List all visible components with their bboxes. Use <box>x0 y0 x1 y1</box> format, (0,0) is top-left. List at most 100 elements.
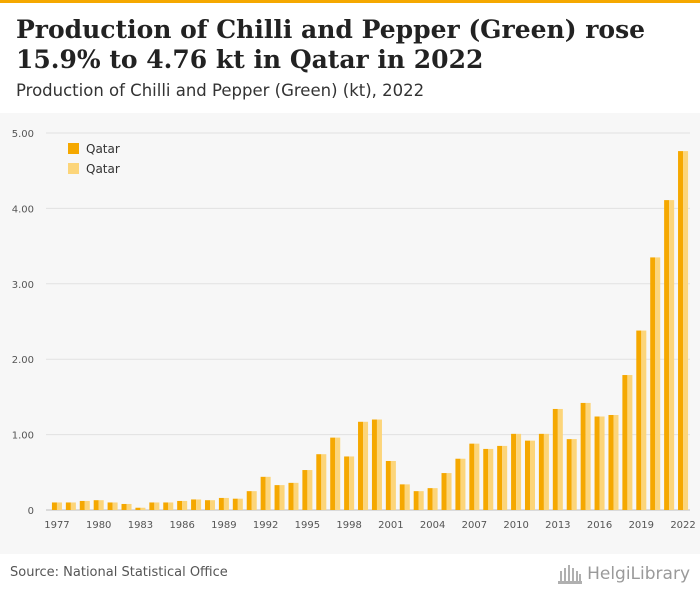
bar-2015-series-1 <box>580 402 586 510</box>
accent-bar <box>0 0 700 3</box>
bar-1996-series-2 <box>321 454 327 510</box>
bar-1997-series-1 <box>330 437 336 510</box>
bar-1982-series-1 <box>121 503 127 510</box>
bar-1985-series-1 <box>163 502 169 510</box>
bar-2019-series-2 <box>641 330 647 510</box>
bar-1978-series-1 <box>65 502 71 510</box>
x-tick-label: 1998 <box>336 520 361 531</box>
bar-1979-series-2 <box>84 500 90 510</box>
bar-1983-series-1 <box>135 507 141 510</box>
y-tick-label: 1.00 <box>12 431 34 442</box>
bar-1980-series-2 <box>98 500 104 510</box>
bar-2022-series-2 <box>683 151 689 510</box>
bar-1986-series-1 <box>177 500 183 510</box>
bar-2008-series-2 <box>488 448 494 510</box>
bar-2005-series-2 <box>446 473 452 510</box>
bar-2002-series-1 <box>399 484 405 510</box>
bar-2020-series-1 <box>650 257 656 510</box>
bar-1984-series-1 <box>149 502 155 510</box>
bar-1983-series-2 <box>140 507 146 510</box>
bar-1979-series-1 <box>79 500 85 510</box>
bar-2015-series-2 <box>585 402 591 510</box>
bar-2003-series-1 <box>413 491 419 510</box>
bar-2003-series-2 <box>418 491 424 510</box>
bar-2016-series-1 <box>594 416 600 510</box>
bar-2008-series-1 <box>483 448 489 510</box>
bar-2017-series-2 <box>613 414 619 510</box>
bar-1991-series-2 <box>251 491 257 510</box>
bar-1996-series-1 <box>316 454 322 510</box>
bar-1989-series-1 <box>218 497 224 510</box>
bar-2017-series-1 <box>608 414 614 510</box>
x-tick-label: 1986 <box>169 520 194 531</box>
bar-1980-series-1 <box>93 500 99 510</box>
bar-1999-series-1 <box>358 421 364 510</box>
legend-swatch <box>68 163 79 174</box>
x-tick-label: 2013 <box>545 520 570 531</box>
bar-1991-series-1 <box>246 491 252 510</box>
helgilibrary-logo: HelgiLibrary <box>557 560 690 588</box>
bar-2019-series-1 <box>636 330 642 510</box>
bar-2007-series-2 <box>474 443 480 510</box>
bar-1995-series-2 <box>307 470 313 510</box>
bar-1984-series-2 <box>154 502 160 510</box>
bar-2009-series-2 <box>502 445 508 510</box>
bar-2011-series-1 <box>524 440 530 510</box>
bar-1989-series-2 <box>223 497 229 510</box>
bar-1982-series-2 <box>126 503 132 510</box>
logo-text: HelgiLibrary <box>587 564 690 584</box>
bar-2006-series-2 <box>460 458 466 510</box>
y-tick-label: 2.00 <box>12 355 34 366</box>
bar-2001-series-1 <box>385 460 391 510</box>
bar-2000-series-1 <box>371 419 377 510</box>
library-building-icon <box>558 565 583 584</box>
bar-1998-series-2 <box>349 456 355 510</box>
y-tick-label: 3.00 <box>12 280 34 291</box>
bar-1977-series-1 <box>51 502 57 510</box>
legend-label: Qatar <box>86 162 120 176</box>
bar-1993-series-1 <box>274 485 280 510</box>
x-tick-label: 2010 <box>503 520 528 531</box>
bar-1981-series-1 <box>107 502 113 510</box>
bar-2001-series-2 <box>390 460 396 510</box>
bar-1988-series-2 <box>210 500 216 510</box>
bar-1992-series-1 <box>260 476 266 510</box>
x-tick-label: 1983 <box>128 520 153 531</box>
bar-2012-series-2 <box>543 433 549 510</box>
x-tick-label: 1995 <box>295 520 320 531</box>
x-tick-label: 2022 <box>670 520 695 531</box>
bar-2005-series-1 <box>441 473 447 510</box>
x-tick-label: 1992 <box>253 520 278 531</box>
bar-1992-series-2 <box>265 476 271 510</box>
source-note: Source: National Statistical Office <box>10 565 228 580</box>
bar-2011-series-2 <box>530 440 536 510</box>
bar-2013-series-2 <box>557 408 563 510</box>
y-tick-label: 5.00 <box>12 129 34 140</box>
x-tick-label: 2019 <box>629 520 654 531</box>
bar-2022-series-1 <box>678 151 684 510</box>
bar-2010-series-2 <box>516 433 522 510</box>
chart-header: Production of Chilli and Pepper (Green) … <box>0 3 700 113</box>
bar-1998-series-1 <box>344 456 350 510</box>
x-tick-label: 2004 <box>420 520 445 531</box>
bar-1990-series-1 <box>232 498 238 510</box>
x-tick-label: 1980 <box>86 520 111 531</box>
x-tick-label: 2016 <box>587 520 612 531</box>
bar-2009-series-1 <box>497 445 503 510</box>
bar-1978-series-2 <box>70 502 76 510</box>
bar-2000-series-2 <box>376 419 382 510</box>
bar-chart: 0 1.00 2.00 3.00 4.00 5.00 1977 1980 1983 1986 198… <box>12 129 696 531</box>
bar-2002-series-2 <box>404 484 410 510</box>
bar-1995-series-1 <box>302 470 308 510</box>
chart-subtitle: Production of Chilli and Pepper (Green) … <box>16 81 425 100</box>
y-tick-label: 0 <box>28 506 34 517</box>
legend-label: Qatar <box>86 142 120 156</box>
bar-1993-series-2 <box>279 485 285 510</box>
bar-2016-series-2 <box>599 416 605 510</box>
bar-2021-series-2 <box>669 200 675 510</box>
bar-1997-series-2 <box>335 437 341 510</box>
bar-2012-series-1 <box>538 433 544 510</box>
bar-1994-series-2 <box>293 482 299 510</box>
bar-2013-series-1 <box>552 408 558 510</box>
bar-1986-series-2 <box>182 500 188 510</box>
